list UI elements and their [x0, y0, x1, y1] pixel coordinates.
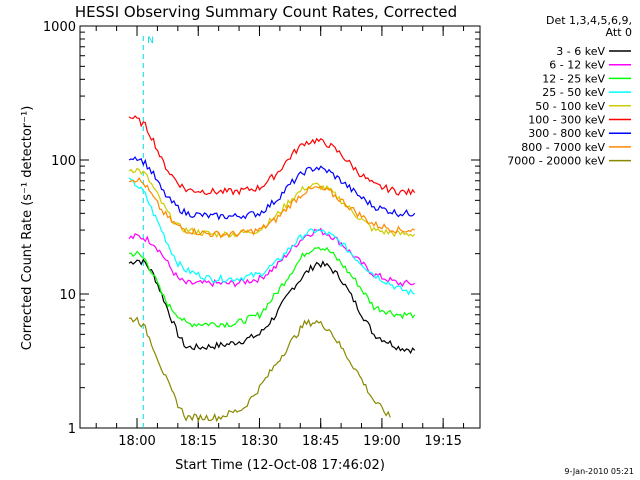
chart-title: HESSI Observing Summary Count Rates, Cor…	[75, 3, 457, 21]
legend-header: Att 0	[606, 26, 632, 39]
legend-entry-label: 3 - 6 keV	[556, 45, 605, 58]
plot-border	[79, 25, 481, 429]
legend-header: Det 1,3,4,5,6,9,	[546, 14, 632, 27]
x-tick-label: 18:15	[180, 434, 217, 449]
series-line	[128, 156, 416, 221]
series-line	[128, 177, 415, 239]
x-tick-label: 19:15	[424, 434, 461, 449]
x-axis: 18:00 18:15 18:30 18:45 19:00 19:15	[95, 26, 465, 449]
legend-entry-label: 300 - 800 keV	[528, 127, 605, 140]
y-tick-label: 1	[68, 422, 76, 437]
legend-entry-label: 100 - 300 keV	[528, 114, 605, 127]
y-tick-label: 1000	[43, 20, 76, 35]
legend-entry-label: 800 - 7000 keV	[521, 141, 605, 154]
plot-frame	[79, 25, 481, 429]
legend-entry-label: 50 - 100 keV	[535, 100, 605, 113]
series-line	[128, 316, 391, 423]
y-axis-label: Corrected Count Rate (s⁻¹ detector⁻¹)	[20, 106, 35, 351]
x-tick-label: 18:00	[118, 434, 155, 449]
y-tick-label: 100	[51, 154, 76, 169]
marker-label: N	[147, 36, 154, 46]
series-line	[128, 177, 415, 296]
series-line	[128, 258, 416, 355]
series-line	[128, 246, 416, 329]
series-line	[128, 227, 415, 288]
x-axis-label: Start Time (12-Oct-08 17:46:02)	[175, 458, 385, 473]
y-tick-label: 10	[59, 288, 76, 303]
series-line	[128, 115, 416, 196]
legend-entry-label: 6 - 12 keV	[549, 59, 605, 72]
footer-timestamp: 9-Jan-2010 05:21	[564, 467, 634, 476]
x-tick-label: 19:00	[363, 434, 400, 449]
legend-entry-label: 12 - 25 keV	[542, 72, 605, 85]
series-layer	[128, 115, 416, 423]
legend-entry-label: 25 - 50 keV	[542, 86, 605, 99]
interval-markers: N	[142, 36, 154, 428]
legend-entry-label: 7000 - 20000 keV	[507, 155, 605, 168]
x-tick-label: 18:30	[241, 434, 278, 449]
x-tick-label: 18:45	[302, 434, 339, 449]
y-axis: 1 10 100 1000	[43, 20, 480, 437]
